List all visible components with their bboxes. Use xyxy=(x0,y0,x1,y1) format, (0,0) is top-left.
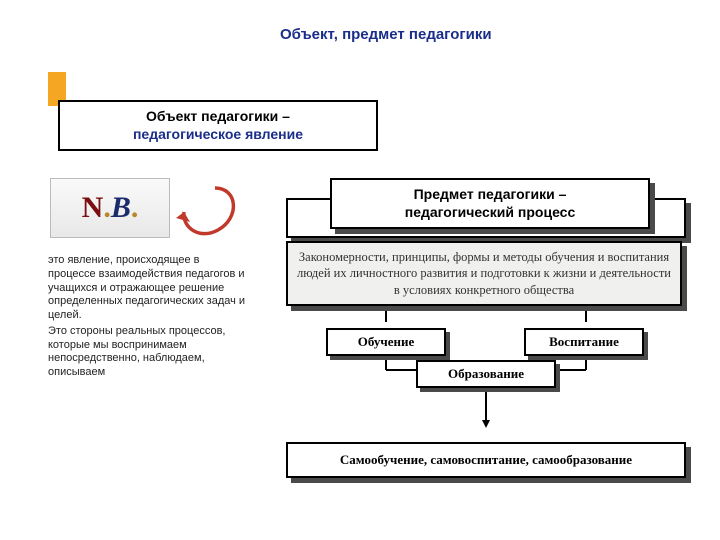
object-line1: Объект педагогики – xyxy=(146,108,290,124)
curved-arrow-icon xyxy=(170,178,250,248)
description-box: Закономерности, принципы, формы и методы… xyxy=(286,241,682,306)
nb-logo: N.B. xyxy=(50,178,170,238)
nb-n: N xyxy=(82,191,104,225)
subject-diagram: Предмет педагогики – педагогический проц… xyxy=(286,178,686,478)
object-box: Объект педагогики – педагогическое явлен… xyxy=(58,100,378,151)
para-1: это явление, происходящее в процессе вза… xyxy=(48,254,248,323)
object-line2: педагогическое явление xyxy=(133,126,303,142)
nb-b: B xyxy=(111,191,131,225)
subject-box: Предмет педагогики – педагогический проц… xyxy=(330,178,650,229)
subject-line1: Предмет педагогики – xyxy=(414,186,567,202)
triple-row: Обучение Воспитание Образование xyxy=(308,328,664,398)
self-box: Самообучение, самовоспитание, самообразо… xyxy=(286,442,686,478)
education-box: Образование xyxy=(416,360,556,388)
page-title: Объект, предмет педагогики xyxy=(280,26,492,43)
nb-dot1: . xyxy=(103,191,111,225)
para-2: Это стороны реальных процессов, которые … xyxy=(48,325,248,380)
subject-line2: педагогический процесс xyxy=(405,204,576,220)
nb-dot2: . xyxy=(131,191,139,225)
definition-paragraph: это явление, происходящее в процессе вза… xyxy=(48,254,248,380)
upbringing-box: Воспитание xyxy=(524,328,644,356)
teaching-box: Обучение xyxy=(326,328,446,356)
